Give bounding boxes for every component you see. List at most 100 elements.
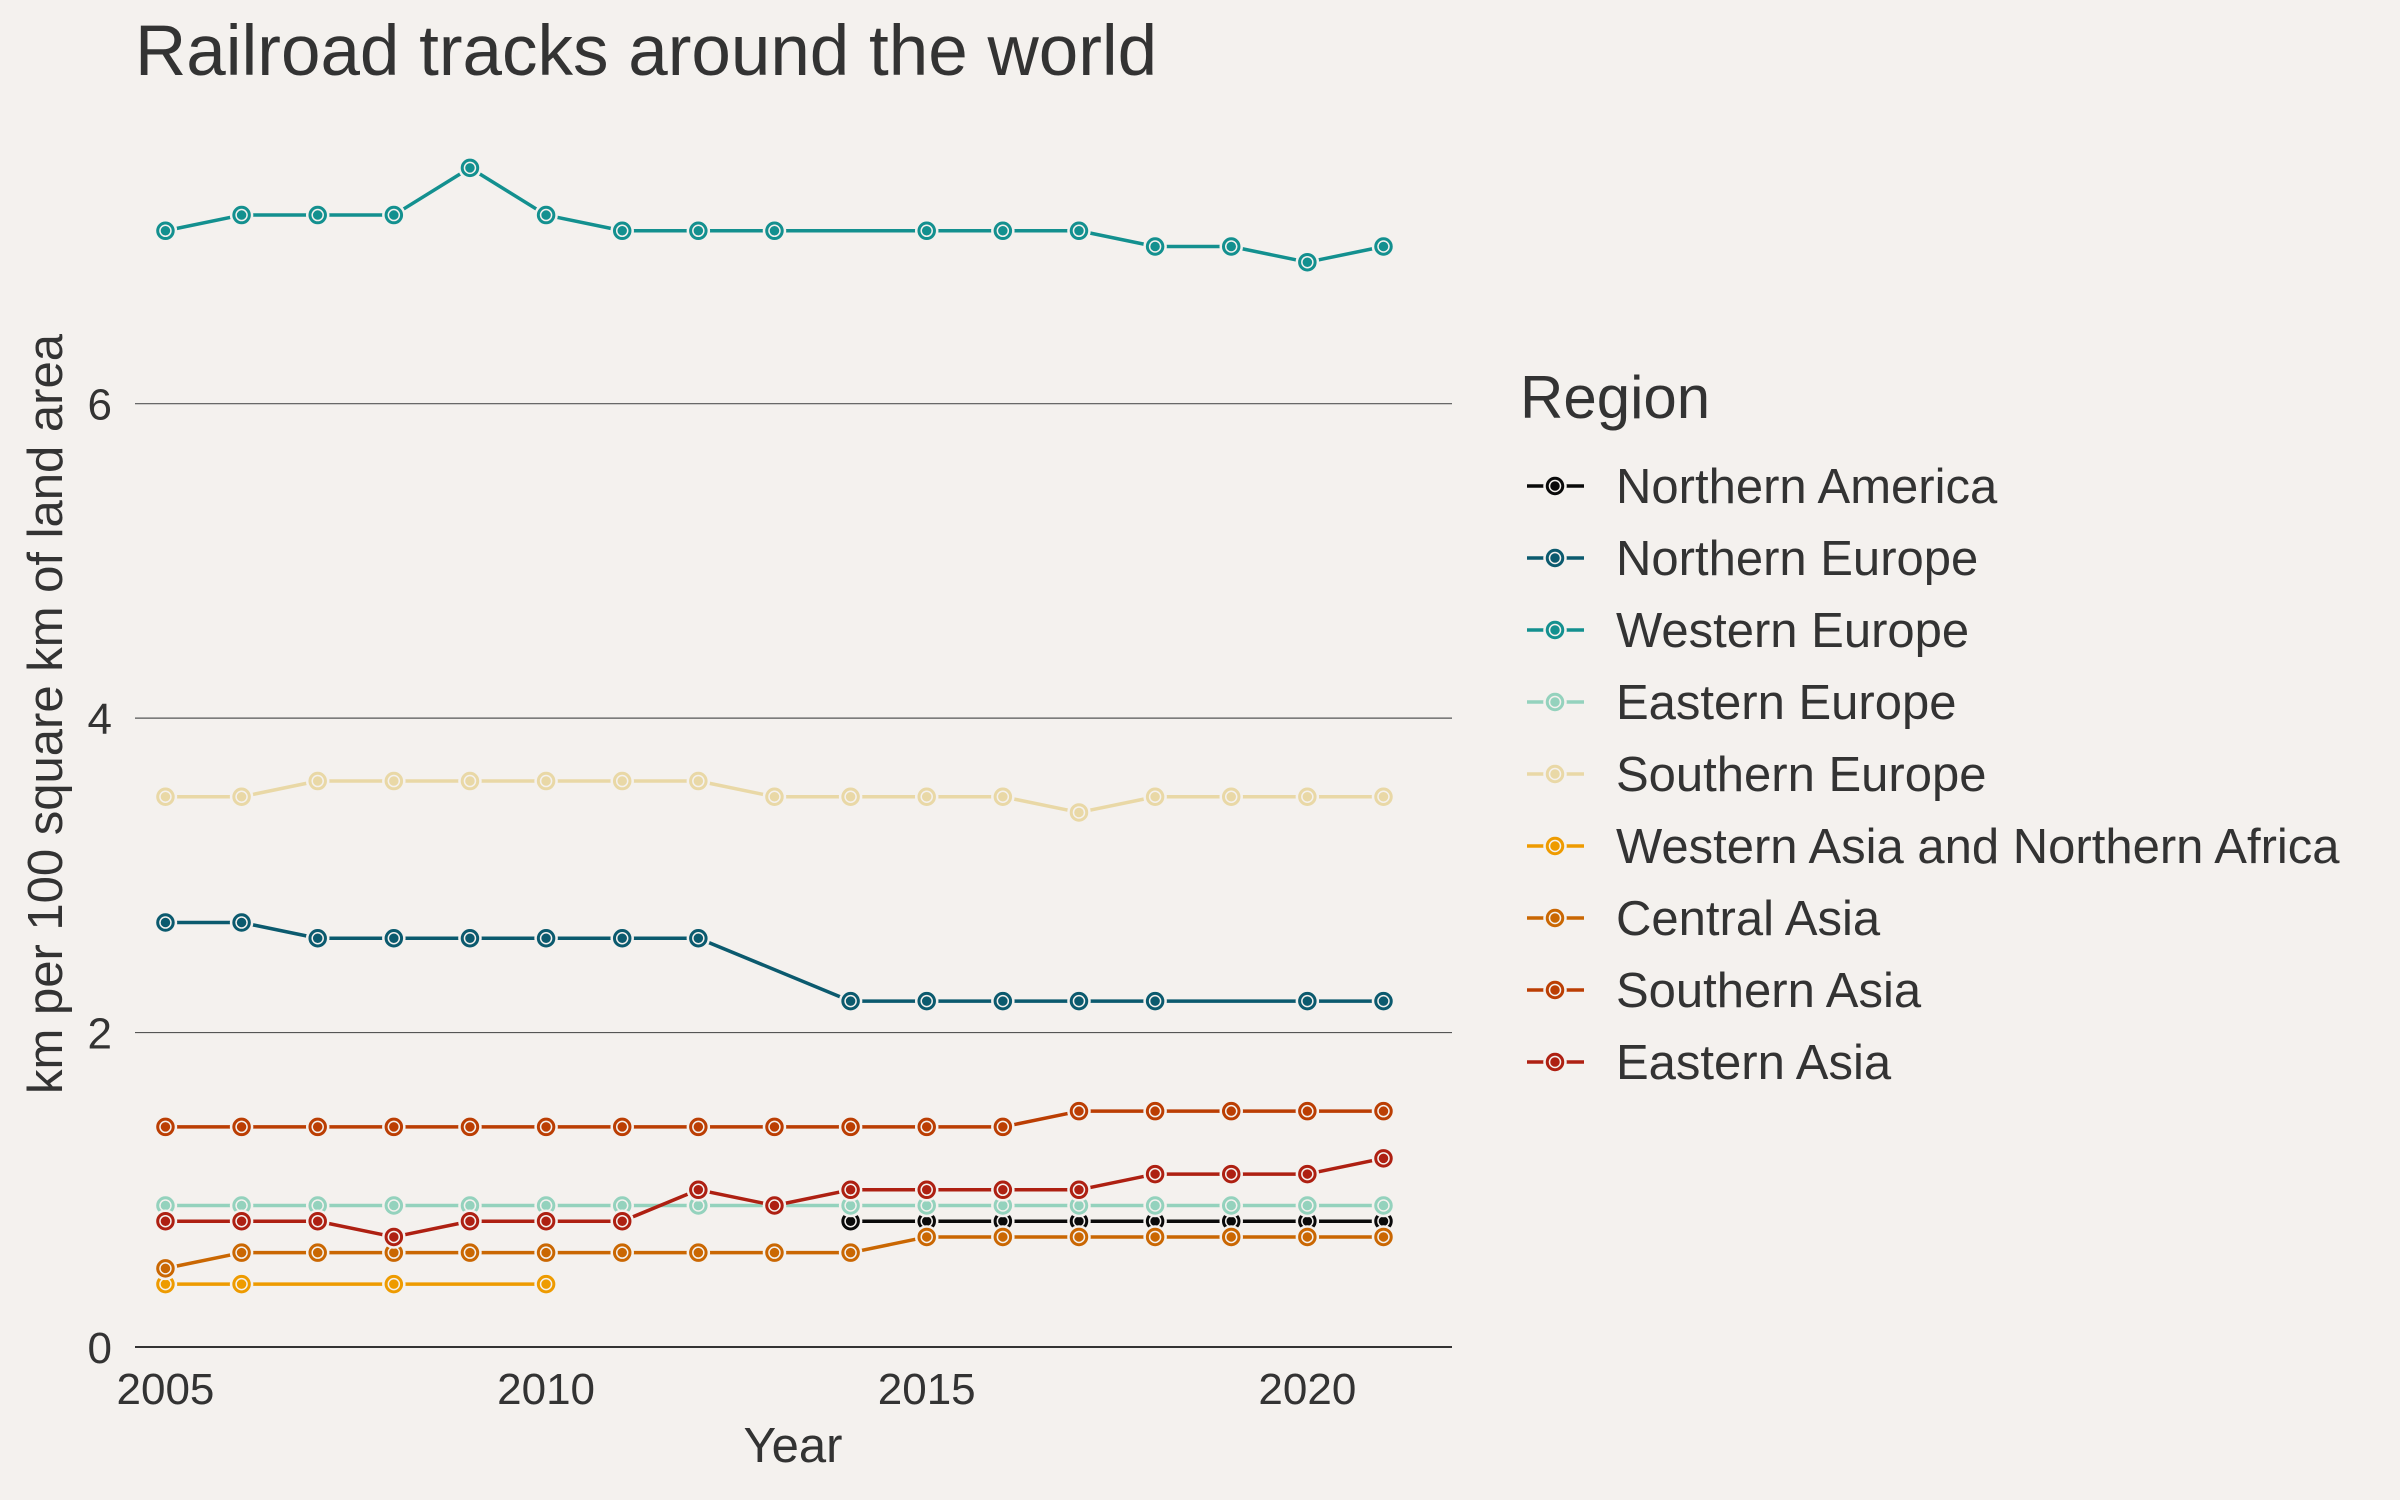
data-point-core (615, 1214, 629, 1228)
data-point-core (615, 931, 629, 945)
data-point-core (1148, 1230, 1162, 1244)
x-tick-label: 2015 (878, 1365, 976, 1414)
data-point-core (159, 224, 172, 238)
x-tick-label: 2005 (117, 1365, 215, 1414)
data-point-core (1301, 1199, 1314, 1212)
series-southern-europe (153, 769, 1396, 825)
data-point-core (1377, 240, 1390, 253)
legend-label: Northern America (1616, 460, 1998, 514)
data-point-core (692, 1246, 705, 1259)
data-point-core (1301, 255, 1314, 269)
y-tick-label: 0 (88, 1324, 112, 1373)
legend-item-southern-asia: Southern Asia (1527, 964, 1922, 1018)
data-point-core (235, 1246, 248, 1259)
legend-item-central-asia: Central Asia (1527, 892, 1881, 946)
data-point-core (1301, 1230, 1314, 1244)
data-point-core (1148, 240, 1162, 253)
y-tick-labels: 0 2 4 6 (88, 381, 112, 1373)
data-point-core (1148, 790, 1162, 803)
data-point-core (539, 208, 553, 222)
data-point-core (463, 1199, 477, 1212)
legend-swatch-core (1548, 1055, 1562, 1069)
data-point-core (311, 931, 324, 945)
data-point-core (539, 1214, 553, 1228)
data-point-core (463, 161, 477, 175)
data-point-core (920, 224, 933, 238)
series-group (153, 156, 1396, 1296)
data-point-core (463, 1214, 477, 1228)
data-point-core (235, 1214, 248, 1228)
data-point-core (159, 916, 172, 929)
data-point-core (692, 931, 705, 945)
data-point-core (1377, 1152, 1390, 1165)
legend-label: Western Europe (1616, 604, 1969, 658)
legend-item-northern-america: Northern America (1527, 460, 1998, 514)
data-point-core (235, 1120, 248, 1134)
data-point-core (159, 1120, 172, 1134)
data-point-core (1148, 1214, 1162, 1228)
data-point-core (1072, 1199, 1086, 1212)
series-western-asia-and-northern-africa (153, 1272, 558, 1296)
y-axis-label: km per 100 square km of land area (19, 333, 73, 1094)
data-point-core (1377, 1104, 1390, 1118)
data-point-core (844, 1246, 857, 1259)
chart-title: Railroad tracks around the world (135, 12, 1157, 91)
data-point-core (311, 1199, 324, 1212)
series-eastern-asia (153, 1146, 1396, 1249)
legend-item-eastern-asia: Eastern Asia (1527, 1036, 1892, 1090)
data-point-core (996, 1199, 1010, 1212)
legend-swatch-core (1548, 983, 1562, 997)
legend-swatch-core (1548, 623, 1562, 637)
data-point-core (996, 1120, 1010, 1134)
data-point-core (387, 1199, 401, 1212)
data-point-core (1224, 240, 1238, 253)
data-point-core (1301, 790, 1314, 803)
legend-swatch-core (1548, 911, 1562, 925)
data-point-core (235, 916, 248, 929)
legend: Region Northern America Northern Europe We… (1520, 364, 2340, 1090)
legend-label: Southern Asia (1616, 964, 1922, 1018)
data-point-core (996, 224, 1010, 238)
series-western-europe (153, 156, 1396, 274)
series-southern-asia (153, 1099, 1396, 1139)
data-point-core (996, 1230, 1010, 1244)
data-point-core (1377, 790, 1390, 803)
legend-label: Central Asia (1616, 892, 1881, 946)
data-point-core (1224, 790, 1238, 803)
data-point-core (235, 208, 248, 222)
data-point-core (615, 1120, 629, 1134)
data-point-core (235, 1199, 248, 1212)
data-point-core (539, 1120, 553, 1134)
data-point-core (615, 224, 629, 238)
data-point-core (996, 790, 1010, 803)
data-point-core (1224, 1199, 1238, 1212)
data-point-core (235, 1277, 248, 1291)
legend-item-southern-europe: Southern Europe (1527, 748, 1987, 802)
data-point-core (1224, 1167, 1238, 1181)
data-point-core (1072, 1214, 1086, 1228)
data-point-core (1148, 1167, 1162, 1181)
data-point-core (1224, 1230, 1238, 1244)
data-point-core (311, 774, 324, 788)
data-point-core (159, 1262, 172, 1275)
legend-label: Northern Europe (1616, 532, 1978, 586)
data-point-core (768, 1199, 781, 1212)
series-northern-europe (153, 910, 1396, 1013)
data-point-core (463, 931, 477, 945)
data-point-core (311, 1214, 324, 1228)
data-point-core (768, 1120, 781, 1134)
x-axis-label: Year (743, 1419, 842, 1473)
data-point-core (311, 1246, 324, 1259)
data-point-core (844, 994, 857, 1008)
data-point-core (387, 208, 401, 222)
series-central-asia (153, 1225, 1396, 1281)
data-point-core (235, 790, 248, 803)
y-tick-label: 4 (88, 695, 112, 744)
data-point-core (311, 208, 324, 222)
data-point-core (920, 1199, 933, 1212)
data-point-core (463, 1120, 477, 1134)
data-point-core (920, 994, 933, 1008)
data-point-core (539, 1246, 553, 1259)
data-point-core (159, 1277, 172, 1291)
